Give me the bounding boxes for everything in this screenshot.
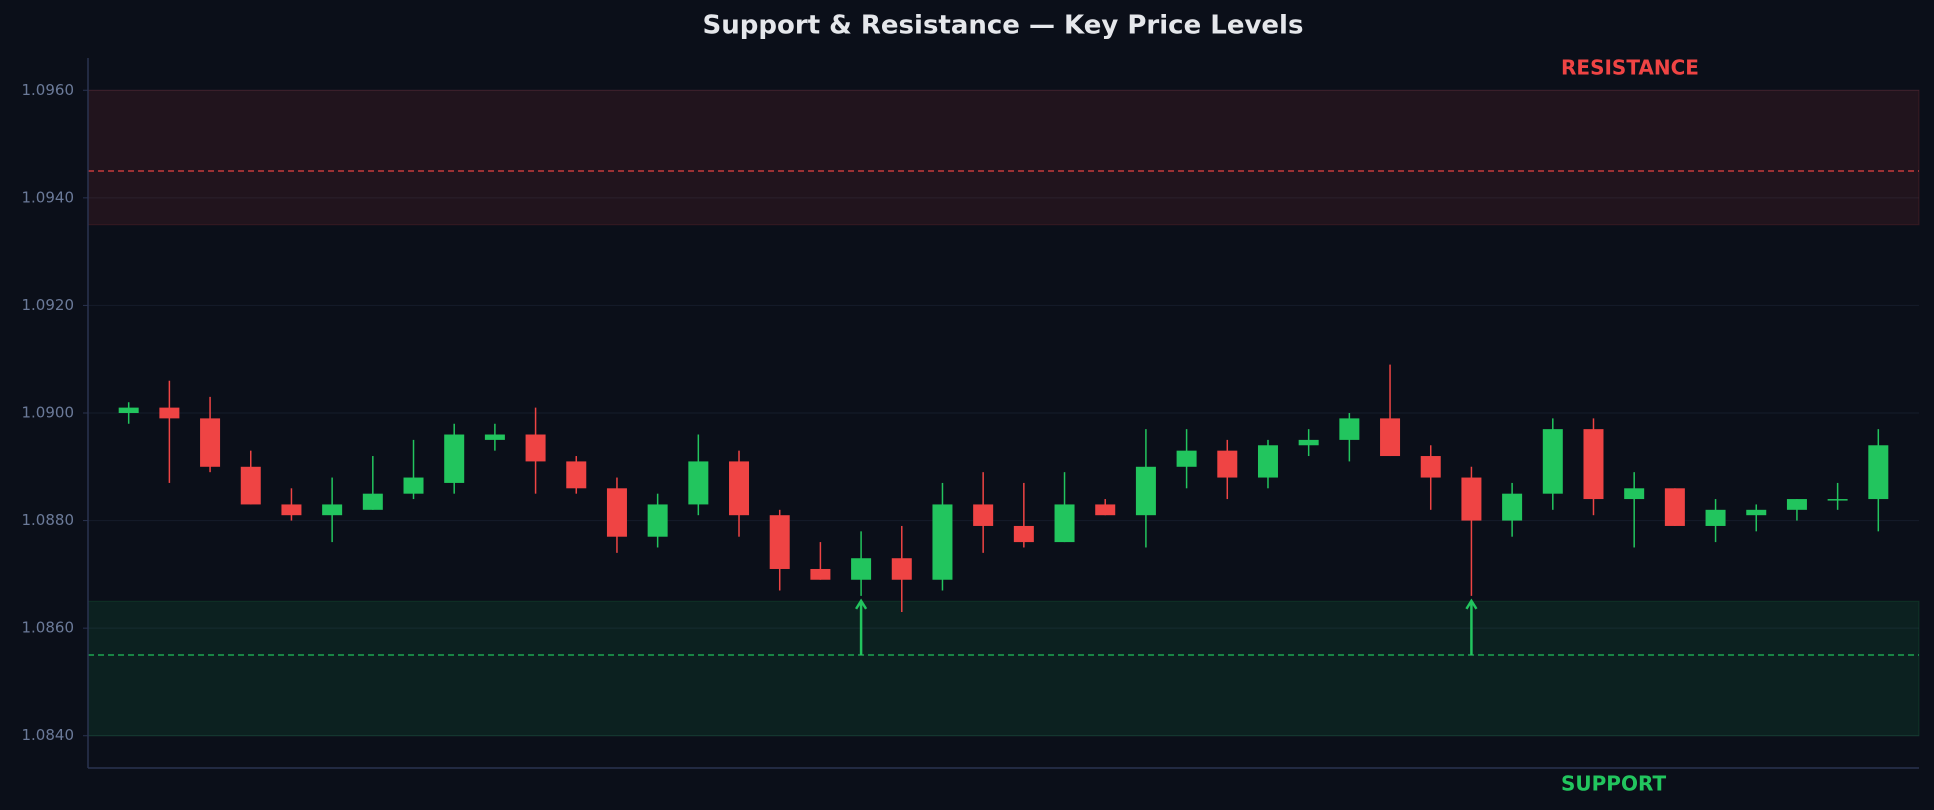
candle-body [1786, 499, 1807, 510]
candle-body [729, 461, 750, 516]
candle-body [362, 493, 383, 510]
candle-body [444, 434, 465, 483]
candle-body [1420, 456, 1441, 478]
candle-body [1461, 477, 1482, 521]
candle-body [200, 418, 221, 467]
candle-body [769, 515, 790, 569]
candle-body [1502, 493, 1523, 521]
candle-body [1013, 525, 1034, 543]
candle-body [403, 477, 424, 494]
zone-label: SUPPORT [1561, 772, 1666, 796]
candle-body [851, 558, 872, 580]
candle-body [322, 504, 343, 516]
candle-body [1217, 450, 1238, 478]
y-tick-label: 1.0920 [22, 296, 75, 314]
candle-body [891, 558, 912, 580]
candle-body [118, 407, 139, 413]
candle-body [973, 504, 994, 526]
zone [87, 89, 1920, 226]
candle-body [1054, 504, 1075, 543]
candle-body [1339, 418, 1360, 440]
candle-body [281, 504, 302, 516]
candle-body [1705, 509, 1726, 526]
y-tick-label: 1.0900 [22, 404, 75, 422]
chart-title: Support & Resistance — Key Price Levels [703, 11, 1304, 41]
candle-body [1542, 429, 1563, 494]
candle-body [606, 488, 627, 537]
candle-body [1257, 445, 1278, 478]
y-tick-label: 1.0940 [22, 188, 75, 206]
candle-body [647, 504, 668, 537]
candle-body [1583, 429, 1604, 500]
candle-body [1827, 499, 1848, 501]
candle-body [932, 504, 953, 580]
candle-body [240, 466, 261, 505]
candle-body [1135, 466, 1156, 516]
candle-body [1298, 439, 1319, 446]
y-tick-label: 1.0880 [22, 511, 75, 529]
zone-label: RESISTANCE [1561, 56, 1699, 80]
touch-arrow [1465, 598, 1478, 656]
candle-body [1624, 488, 1645, 500]
candle-body [810, 568, 831, 580]
y-tick-label: 1.0960 [22, 81, 75, 99]
touch-arrow [855, 598, 868, 656]
zone [87, 600, 1920, 737]
y-tick-label: 1.0840 [22, 726, 75, 744]
candle-body [1746, 509, 1767, 516]
candle-body [1176, 450, 1197, 467]
candle-body [484, 434, 505, 440]
candle-body [566, 461, 587, 489]
candle-body [1380, 418, 1401, 457]
candle-body [1095, 504, 1116, 516]
candle-body [688, 461, 709, 505]
candle-body [1868, 445, 1889, 500]
candle-body [159, 407, 180, 419]
candle-body [1664, 488, 1685, 526]
y-tick-label: 1.0860 [22, 619, 75, 637]
candle-body [525, 434, 546, 462]
